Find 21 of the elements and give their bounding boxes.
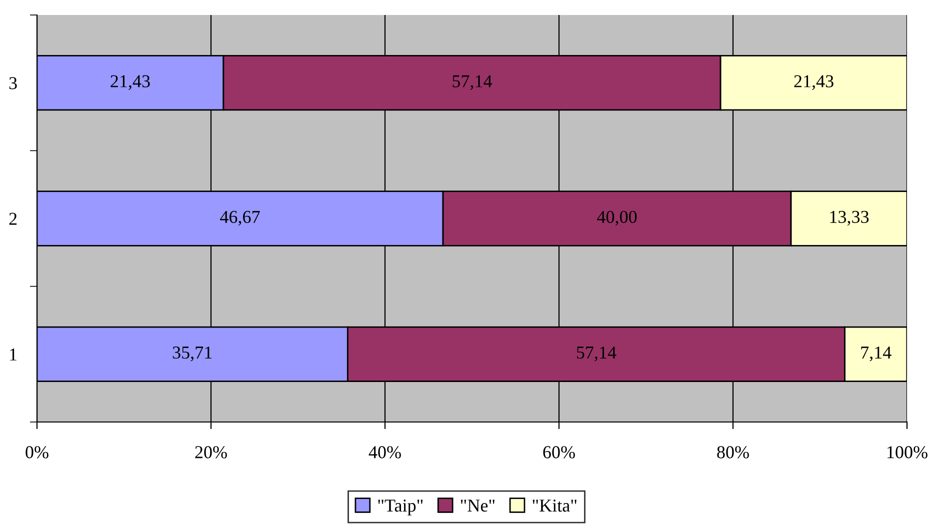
x-tick-label: 80% [717, 446, 749, 458]
data-label: 40,00 [597, 210, 637, 226]
data-label: 7,14 [861, 346, 892, 362]
y-tick-label: 1 [10, 348, 16, 360]
legend-label: "Taip" [378, 500, 423, 516]
legend-label: "Ne" [460, 500, 494, 512]
data-label: 35,71 [172, 346, 212, 362]
data-label: 13,33 [830, 210, 869, 226]
legend-label: "Kita" [532, 500, 576, 512]
x-tick-label: 20% [195, 446, 227, 458]
data-label: 21,43 [794, 75, 834, 90]
data-label: 46,67 [220, 210, 260, 226]
data-label: 21,43 [110, 75, 150, 90]
y-tick-label: 3 [9, 77, 17, 90]
x-tick-label: 100% [888, 446, 928, 458]
x-tick-label: 40% [368, 446, 401, 458]
x-tick-label: 60% [543, 446, 575, 458]
data-label: 57,14 [452, 75, 492, 90]
x-tick-label: 0% [26, 446, 48, 458]
data-label: 57,14 [576, 346, 616, 362]
y-tick-label: 2 [9, 212, 17, 225]
